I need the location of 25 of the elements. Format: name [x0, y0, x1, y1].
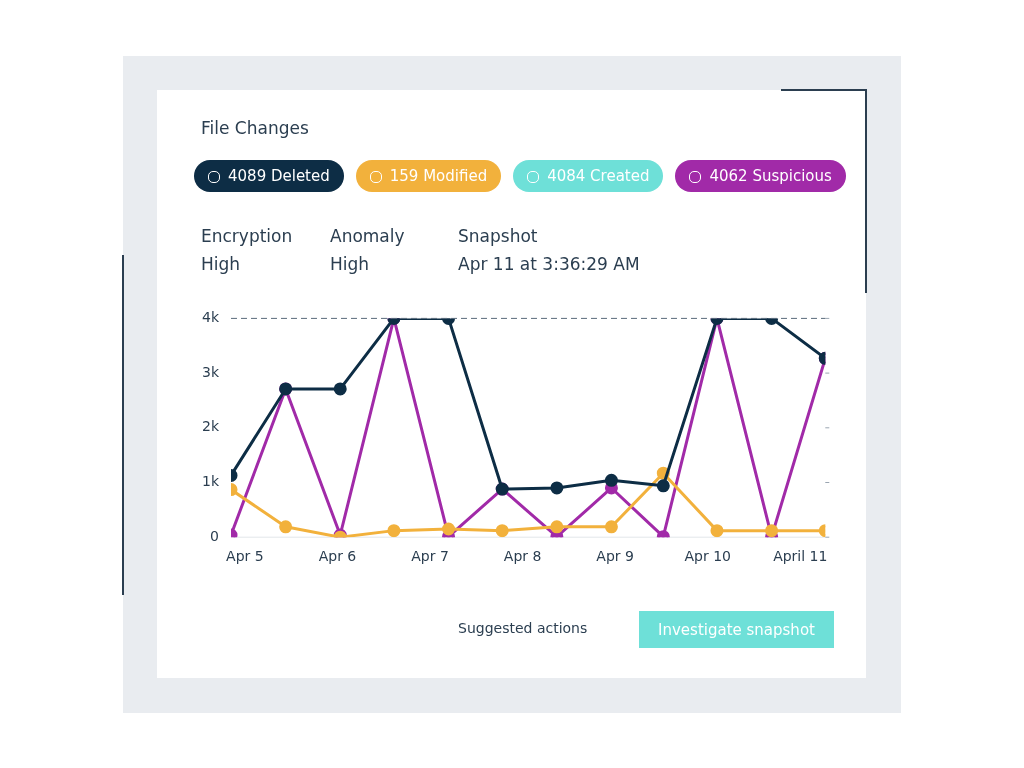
y-tick-label: 1k: [202, 473, 220, 490]
text: Suggested actions: [458, 620, 588, 636]
text: Snapshot: [458, 226, 538, 246]
y-tick-label: 2k: [202, 418, 220, 435]
text: Investigate snapshot: [639, 611, 834, 648]
y-tick-label: 4k: [202, 309, 220, 326]
x-tick-label: Apr 6: [318, 548, 357, 565]
x-tick-label: Apr 5: [226, 548, 264, 565]
chart-title: File Changes: [201, 118, 309, 138]
text: High: [201, 254, 241, 274]
text: Apr 11 at 3:36:29 AM: [458, 254, 640, 274]
legend-label: 4084 Created: [547, 167, 650, 185]
y-tick-label: 0: [210, 527, 220, 544]
text: Encryption: [201, 226, 293, 246]
x-tick-label: Apr 9: [596, 548, 634, 565]
x-tick-label: April 11: [773, 548, 828, 565]
x-tick-label: Apr 8: [503, 548, 542, 565]
legend-label: 4089 Deleted: [228, 167, 330, 185]
x-tick-label: Apr 7: [411, 548, 449, 565]
legend-label: 159 Modified: [389, 167, 488, 185]
text: High: [330, 254, 370, 274]
x-tick-label: Apr 10: [684, 548, 731, 565]
y-tick-label: 3k: [202, 363, 220, 380]
legend-label: 4062 Suspicious: [709, 167, 832, 185]
text: Anomaly: [330, 226, 405, 246]
